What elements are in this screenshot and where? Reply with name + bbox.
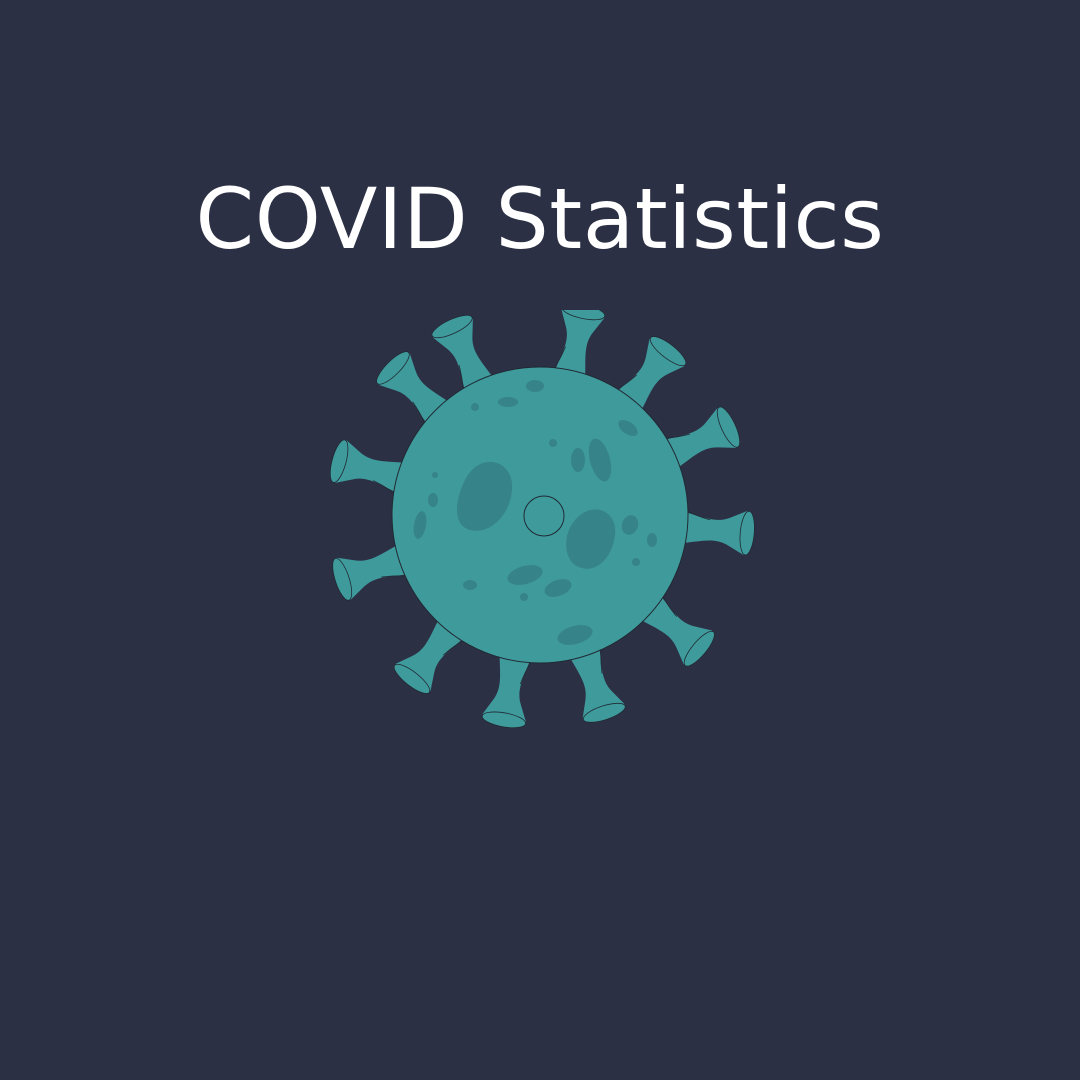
virus-spike bbox=[376, 351, 451, 432]
virus-spike bbox=[393, 617, 471, 694]
virus-spike bbox=[638, 588, 715, 667]
virus-spikes bbox=[329, 310, 755, 729]
virus-spots bbox=[413, 380, 657, 645]
page-title: COVID Statistics bbox=[195, 170, 885, 269]
virus-spike bbox=[548, 310, 606, 380]
virus-spike bbox=[329, 439, 407, 499]
virus-spike bbox=[431, 314, 495, 399]
virus-spike bbox=[332, 543, 415, 601]
virus-spike bbox=[481, 652, 537, 729]
virus-spike bbox=[679, 506, 755, 556]
virus-center-ring bbox=[523, 495, 565, 537]
virus-icon bbox=[329, 310, 755, 729]
